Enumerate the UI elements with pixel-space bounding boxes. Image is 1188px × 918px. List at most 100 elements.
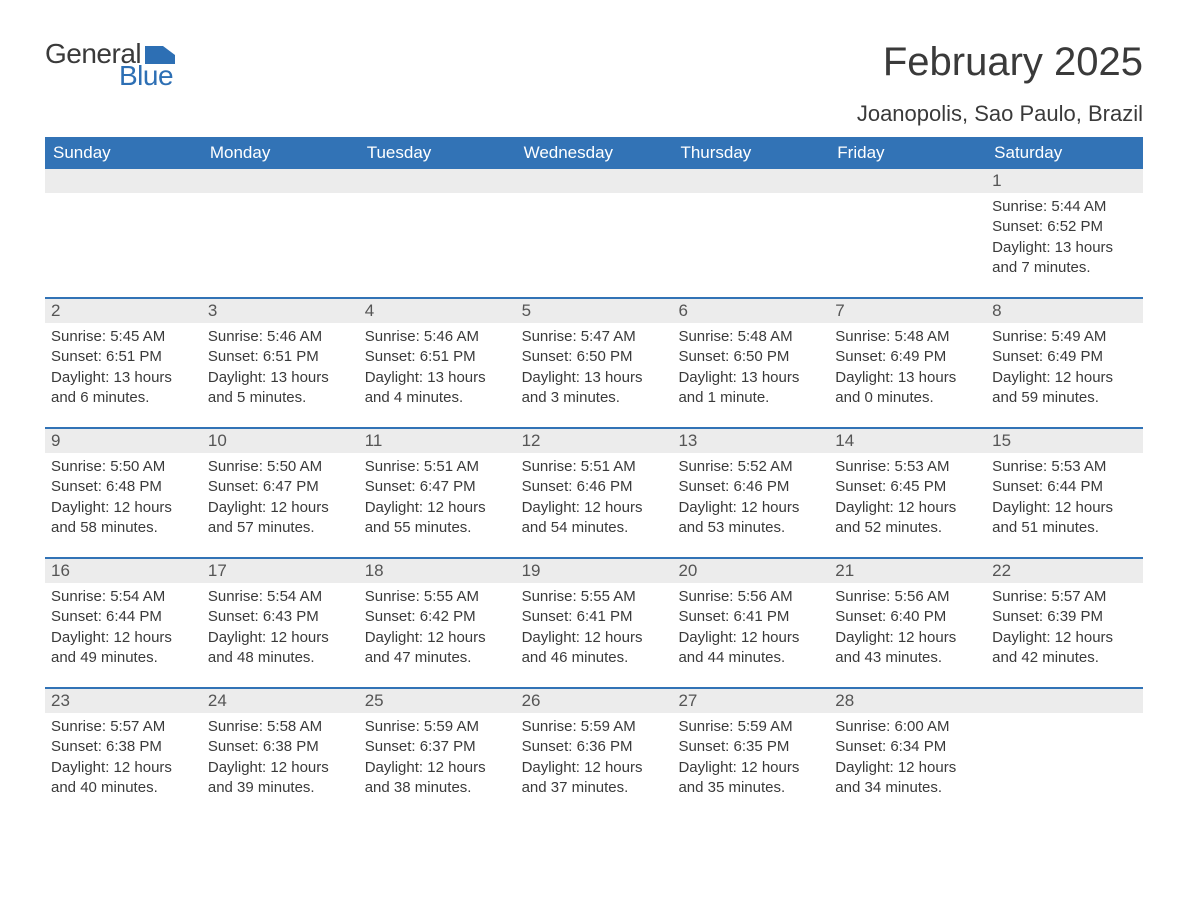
- calendar-day: 11Sunrise: 5:51 AMSunset: 6:47 PMDayligh…: [359, 429, 516, 539]
- day-details: Sunrise: 5:53 AMSunset: 6:44 PMDaylight:…: [986, 453, 1143, 538]
- day-details: Sunrise: 5:55 AMSunset: 6:42 PMDaylight:…: [359, 583, 516, 668]
- day-number: 19: [516, 559, 673, 583]
- day-number: [672, 169, 829, 193]
- sunset-text: Sunset: 6:52 PM: [992, 217, 1137, 237]
- day-number: 11: [359, 429, 516, 453]
- sunrise-text: Sunrise: 5:51 AM: [522, 457, 667, 477]
- daylight-text: Daylight: 12 hours and 37 minutes.: [522, 758, 667, 799]
- day-number: 20: [672, 559, 829, 583]
- day-details: Sunrise: 5:51 AMSunset: 6:47 PMDaylight:…: [359, 453, 516, 538]
- day-number: 2: [45, 299, 202, 323]
- calendar-day: 3Sunrise: 5:46 AMSunset: 6:51 PMDaylight…: [202, 299, 359, 409]
- day-number: 3: [202, 299, 359, 323]
- calendar-day: 9Sunrise: 5:50 AMSunset: 6:48 PMDaylight…: [45, 429, 202, 539]
- day-number: 25: [359, 689, 516, 713]
- calendar-week: 2Sunrise: 5:45 AMSunset: 6:51 PMDaylight…: [45, 297, 1143, 409]
- sunset-text: Sunset: 6:49 PM: [835, 347, 980, 367]
- calendar-week: 9Sunrise: 5:50 AMSunset: 6:48 PMDaylight…: [45, 427, 1143, 539]
- daylight-text: Daylight: 12 hours and 34 minutes.: [835, 758, 980, 799]
- sunset-text: Sunset: 6:38 PM: [208, 737, 353, 757]
- daylight-text: Daylight: 12 hours and 55 minutes.: [365, 498, 510, 539]
- sunset-text: Sunset: 6:50 PM: [678, 347, 823, 367]
- daylight-text: Daylight: 12 hours and 38 minutes.: [365, 758, 510, 799]
- sunset-text: Sunset: 6:47 PM: [365, 477, 510, 497]
- day-details: Sunrise: 5:48 AMSunset: 6:50 PMDaylight:…: [672, 323, 829, 408]
- daylight-text: Daylight: 12 hours and 54 minutes.: [522, 498, 667, 539]
- sunrise-text: Sunrise: 5:55 AM: [522, 587, 667, 607]
- weekday-header: Wednesday: [516, 137, 673, 169]
- sunrise-text: Sunrise: 5:54 AM: [51, 587, 196, 607]
- month-title: February 2025: [857, 40, 1143, 85]
- day-number: 21: [829, 559, 986, 583]
- calendar-day: 10Sunrise: 5:50 AMSunset: 6:47 PMDayligh…: [202, 429, 359, 539]
- day-number: 13: [672, 429, 829, 453]
- day-number: 1: [986, 169, 1143, 193]
- daylight-text: Daylight: 12 hours and 35 minutes.: [678, 758, 823, 799]
- sunset-text: Sunset: 6:50 PM: [522, 347, 667, 367]
- sunrise-text: Sunrise: 5:44 AM: [992, 197, 1137, 217]
- weekday-header: Monday: [202, 137, 359, 169]
- sunset-text: Sunset: 6:38 PM: [51, 737, 196, 757]
- daylight-text: Daylight: 12 hours and 58 minutes.: [51, 498, 196, 539]
- day-number: 8: [986, 299, 1143, 323]
- calendar-day: 12Sunrise: 5:51 AMSunset: 6:46 PMDayligh…: [516, 429, 673, 539]
- day-details: Sunrise: 5:56 AMSunset: 6:40 PMDaylight:…: [829, 583, 986, 668]
- daylight-text: Daylight: 12 hours and 53 minutes.: [678, 498, 823, 539]
- day-details: Sunrise: 5:46 AMSunset: 6:51 PMDaylight:…: [359, 323, 516, 408]
- day-details: Sunrise: 5:59 AMSunset: 6:36 PMDaylight:…: [516, 713, 673, 798]
- sunrise-text: Sunrise: 5:53 AM: [835, 457, 980, 477]
- calendar-day-empty: [45, 169, 202, 279]
- sunset-text: Sunset: 6:35 PM: [678, 737, 823, 757]
- sunrise-text: Sunrise: 5:59 AM: [678, 717, 823, 737]
- calendar-day: 25Sunrise: 5:59 AMSunset: 6:37 PMDayligh…: [359, 689, 516, 799]
- sunrise-text: Sunrise: 5:58 AM: [208, 717, 353, 737]
- daylight-text: Daylight: 12 hours and 48 minutes.: [208, 628, 353, 669]
- day-number: [45, 169, 202, 193]
- sunrise-text: Sunrise: 5:54 AM: [208, 587, 353, 607]
- sunset-text: Sunset: 6:46 PM: [522, 477, 667, 497]
- sunset-text: Sunset: 6:34 PM: [835, 737, 980, 757]
- daylight-text: Daylight: 12 hours and 59 minutes.: [992, 368, 1137, 409]
- sunset-text: Sunset: 6:43 PM: [208, 607, 353, 627]
- sunset-text: Sunset: 6:41 PM: [522, 607, 667, 627]
- sunrise-text: Sunrise: 5:56 AM: [835, 587, 980, 607]
- day-details: Sunrise: 5:54 AMSunset: 6:43 PMDaylight:…: [202, 583, 359, 668]
- sunset-text: Sunset: 6:51 PM: [208, 347, 353, 367]
- calendar-day: 5Sunrise: 5:47 AMSunset: 6:50 PMDaylight…: [516, 299, 673, 409]
- sunset-text: Sunset: 6:40 PM: [835, 607, 980, 627]
- sunrise-text: Sunrise: 5:49 AM: [992, 327, 1137, 347]
- calendar-day-empty: [516, 169, 673, 279]
- sunset-text: Sunset: 6:36 PM: [522, 737, 667, 757]
- day-details: Sunrise: 5:59 AMSunset: 6:35 PMDaylight:…: [672, 713, 829, 798]
- weekday-header-row: SundayMondayTuesdayWednesdayThursdayFrid…: [45, 137, 1143, 169]
- daylight-text: Daylight: 13 hours and 0 minutes.: [835, 368, 980, 409]
- day-number: 17: [202, 559, 359, 583]
- sunrise-text: Sunrise: 5:59 AM: [522, 717, 667, 737]
- day-number: 22: [986, 559, 1143, 583]
- day-number: 9: [45, 429, 202, 453]
- sunset-text: Sunset: 6:39 PM: [992, 607, 1137, 627]
- calendar-day-empty: [202, 169, 359, 279]
- daylight-text: Daylight: 12 hours and 52 minutes.: [835, 498, 980, 539]
- daylight-text: Daylight: 13 hours and 4 minutes.: [365, 368, 510, 409]
- sunrise-text: Sunrise: 5:55 AM: [365, 587, 510, 607]
- title-block: February 2025 Joanopolis, Sao Paulo, Bra…: [857, 40, 1143, 127]
- day-number: 15: [986, 429, 1143, 453]
- location: Joanopolis, Sao Paulo, Brazil: [857, 101, 1143, 127]
- calendar-day: 17Sunrise: 5:54 AMSunset: 6:43 PMDayligh…: [202, 559, 359, 669]
- daylight-text: Daylight: 13 hours and 6 minutes.: [51, 368, 196, 409]
- sunset-text: Sunset: 6:42 PM: [365, 607, 510, 627]
- day-details: Sunrise: 5:54 AMSunset: 6:44 PMDaylight:…: [45, 583, 202, 668]
- weekday-header: Saturday: [986, 137, 1143, 169]
- day-details: Sunrise: 5:55 AMSunset: 6:41 PMDaylight:…: [516, 583, 673, 668]
- day-details: Sunrise: 5:53 AMSunset: 6:45 PMDaylight:…: [829, 453, 986, 538]
- day-details: Sunrise: 5:48 AMSunset: 6:49 PMDaylight:…: [829, 323, 986, 408]
- daylight-text: Daylight: 13 hours and 1 minute.: [678, 368, 823, 409]
- daylight-text: Daylight: 12 hours and 43 minutes.: [835, 628, 980, 669]
- sunrise-text: Sunrise: 5:48 AM: [678, 327, 823, 347]
- calendar-week: 1Sunrise: 5:44 AMSunset: 6:52 PMDaylight…: [45, 169, 1143, 279]
- day-number: 6: [672, 299, 829, 323]
- calendar-week: 16Sunrise: 5:54 AMSunset: 6:44 PMDayligh…: [45, 557, 1143, 669]
- calendar-day: 24Sunrise: 5:58 AMSunset: 6:38 PMDayligh…: [202, 689, 359, 799]
- daylight-text: Daylight: 13 hours and 3 minutes.: [522, 368, 667, 409]
